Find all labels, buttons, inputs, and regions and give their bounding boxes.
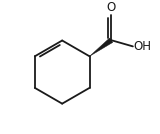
Text: OH: OH: [133, 40, 152, 53]
Text: O: O: [107, 1, 116, 14]
Polygon shape: [90, 38, 113, 56]
